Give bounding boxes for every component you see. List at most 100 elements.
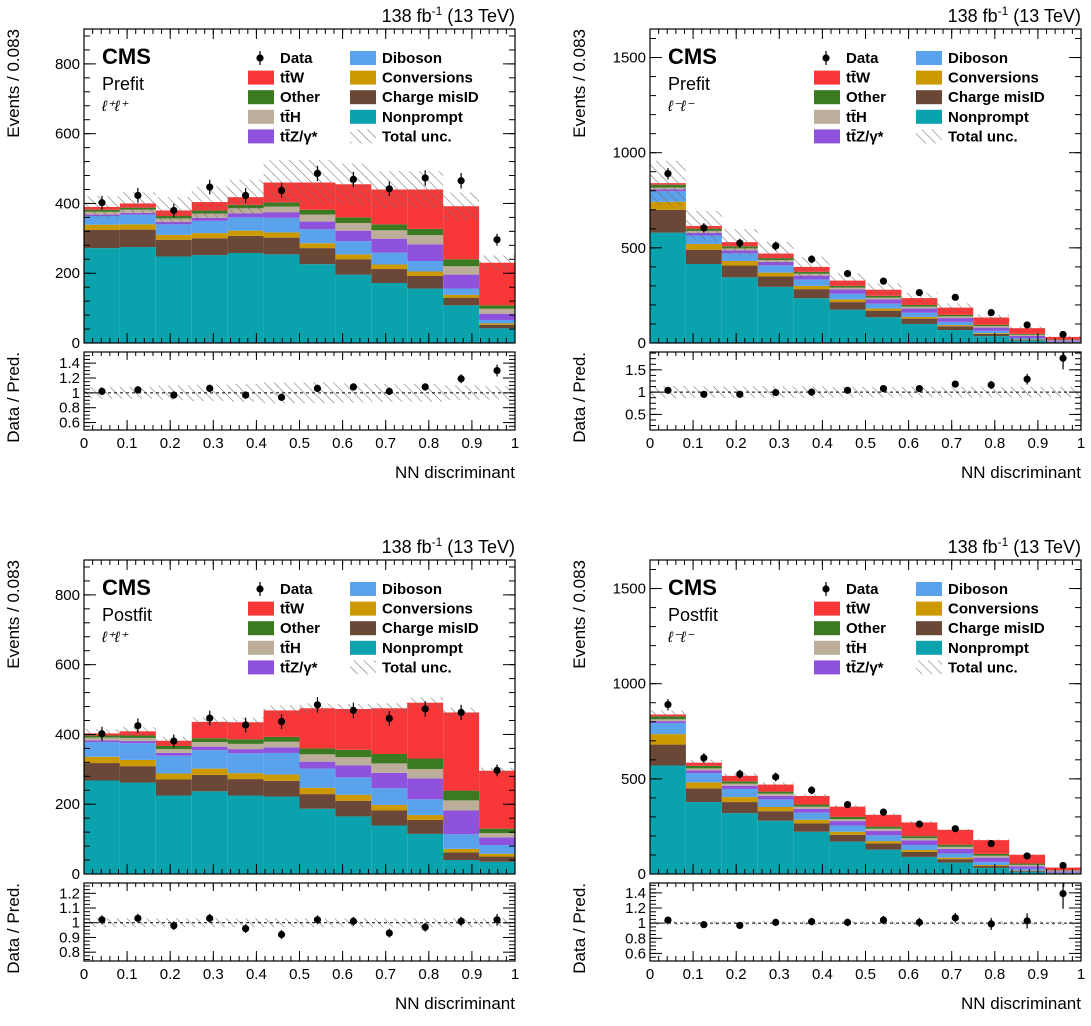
bar-ttW-5 — [829, 806, 866, 817]
legend-swatch-conversions — [916, 70, 942, 85]
bar-conversions-1 — [119, 759, 156, 767]
bar-ttW-11 — [1045, 336, 1081, 340]
bar-ttH-5 — [829, 287, 866, 290]
bar-conversions-11 — [479, 853, 515, 857]
bar-ttH-4 — [227, 743, 264, 750]
bar-ttH-0 — [650, 719, 686, 722]
ratio-point-2 — [736, 390, 744, 398]
bar-nonprompt-0 — [84, 780, 120, 874]
bar-diboson-11 — [1045, 872, 1081, 874]
ratio-unc-band-10 — [1009, 386, 1046, 398]
bar-nonprompt-9 — [407, 833, 444, 874]
bar-conversions-1 — [685, 782, 722, 789]
legend-swatch-chargemisid — [916, 90, 942, 105]
bar-other-9 — [407, 758, 444, 769]
bar-ttW-9 — [973, 317, 1010, 325]
bar-ttW-2 — [721, 775, 758, 782]
bar-nonprompt-3 — [191, 255, 228, 343]
bar-other-1 — [685, 765, 722, 769]
bar-ttH-4 — [793, 806, 830, 809]
fit-label: Postfit — [102, 605, 152, 625]
bar-other-10 — [443, 790, 480, 801]
bar-chargemisid-0 — [650, 744, 686, 766]
bar-conversions-0 — [650, 734, 686, 745]
lumi-label: 138 fb-1 (13 TeV) — [382, 4, 515, 26]
bar-other-10 — [1009, 863, 1046, 865]
bar-chargemisid-7 — [335, 800, 372, 817]
bar-conversions-5 — [829, 831, 866, 835]
energy-value: (13 TeV) — [442, 6, 515, 26]
legend-label-other: Other — [846, 620, 886, 637]
bar-chargemisid-1 — [685, 788, 722, 803]
bar-nonprompt-2 — [721, 813, 758, 874]
bar-conversions-8 — [371, 264, 408, 270]
ratio-point-1 — [700, 390, 708, 398]
ratio-point-9 — [421, 383, 429, 391]
bar-diboson-5 — [829, 825, 866, 832]
main-plot-area — [650, 698, 1081, 874]
bar-diboson-6 — [865, 835, 902, 842]
x-tick-label: 0 — [646, 966, 654, 983]
data-point-4 — [242, 721, 250, 729]
data-point-10 — [457, 177, 465, 185]
bar-diboson-11 — [479, 845, 515, 854]
y-axis-label: Events / 0.083 — [570, 29, 589, 138]
bar-other-9 — [407, 228, 444, 236]
ratio-point-10 — [1023, 917, 1031, 925]
bar-chargemisid-3 — [757, 811, 794, 821]
ratio-point-11 — [493, 366, 501, 375]
ratio-unc-band-9 — [407, 383, 444, 402]
bar-ttZ-5 — [263, 747, 300, 753]
legend-swatch-unc — [916, 129, 942, 144]
bar-ttW-4 — [793, 795, 830, 805]
ratio-unc-band-11 — [1045, 921, 1081, 926]
legend-swatch-ttW — [814, 601, 840, 616]
data-point-10 — [1023, 321, 1031, 329]
bar-ttH-11 — [1045, 870, 1081, 872]
legend-swatch-other — [248, 621, 274, 636]
bar-chargemisid-9 — [973, 333, 1010, 337]
lumi-exponent: -1 — [432, 535, 443, 549]
legend-label-data: Data — [846, 581, 879, 598]
bar-conversions-7 — [901, 850, 938, 852]
bar-other-3 — [191, 738, 228, 743]
ratio-unc-band-7 — [335, 383, 372, 403]
bar-other-6 — [299, 209, 336, 215]
data-point-6 — [879, 808, 888, 816]
legend-label-diboson: Diboson — [948, 581, 1008, 598]
bar-nonprompt-10 — [1009, 340, 1046, 343]
bar-ttH-11 — [1045, 339, 1081, 341]
main-plot-area — [84, 160, 515, 343]
x-tick-label: 0.1 — [117, 966, 138, 983]
ratio-point-8 — [951, 914, 959, 922]
legend-label-conversions: Conversions — [948, 601, 1039, 618]
bar-nonprompt-10 — [443, 305, 480, 343]
bar-nonprompt-7 — [335, 816, 372, 874]
bar-other-10 — [1009, 333, 1046, 335]
x-tick-label: 0.4 — [246, 435, 267, 452]
ratio-point-2 — [170, 391, 178, 399]
channel-label: ℓ⁻ℓ⁻ — [667, 629, 695, 646]
bar-ttH-9 — [973, 326, 1010, 328]
bar-nonprompt-6 — [299, 808, 336, 874]
data-point-3 — [772, 242, 780, 250]
main-plot-area — [650, 160, 1081, 343]
bar-nonprompt-6 — [865, 849, 902, 874]
bar-chargemisid-4 — [793, 289, 830, 299]
bar-ttZ-5 — [829, 821, 866, 826]
legend-swatch-chargemisid — [350, 621, 376, 636]
legend-swatch-ttZ — [248, 660, 274, 675]
ratio-point-4 — [242, 925, 250, 933]
legend-label-unc: Total unc. — [948, 128, 1018, 145]
unc-band-3 — [757, 782, 794, 787]
data-point-11 — [493, 236, 501, 244]
legend-label-nonprompt: Nonprompt — [382, 109, 463, 126]
data-point-1 — [700, 224, 708, 232]
legend-label-chargemisid: Charge misID — [948, 89, 1045, 106]
bar-ttH-10 — [1009, 334, 1046, 336]
bar-ttZ-6 — [299, 761, 336, 769]
fit-label: Postfit — [668, 605, 718, 625]
data-point-11 — [1059, 861, 1067, 870]
bar-ttH-8 — [371, 763, 408, 773]
